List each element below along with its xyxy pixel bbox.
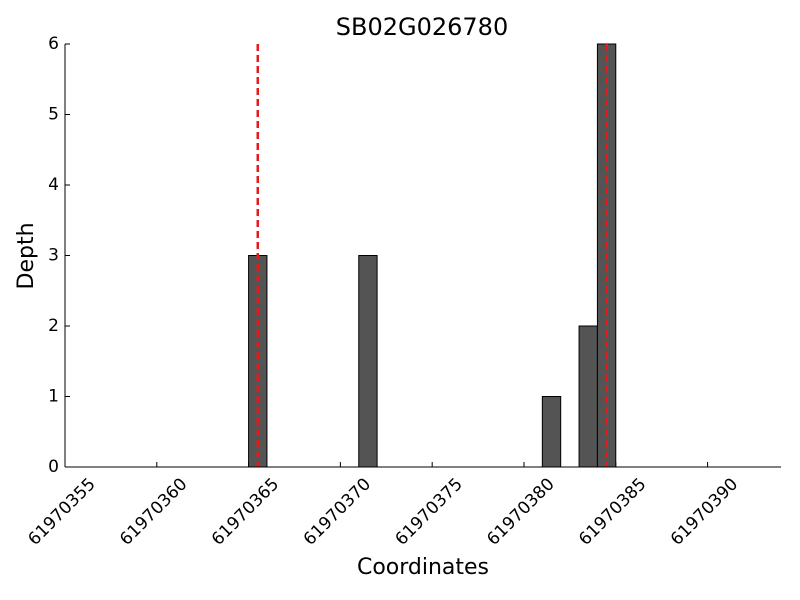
x-tick-label: 61970390 [667,474,742,549]
bar [358,255,378,468]
y-tick-label: 1 [48,387,59,407]
x-tick-label: 61970385 [575,474,650,549]
y-tick-label: 4 [48,175,59,195]
chart-title: SB02G026780 [336,13,508,41]
y-axis-label: Depth [14,222,39,289]
x-tick-label: 61970360 [116,474,191,549]
y-tick-label: 5 [48,105,59,125]
y-tick-label: 3 [48,246,59,266]
x-tick-label: 61970365 [208,474,283,549]
x-tick-label: 61970380 [483,474,558,549]
x-axis-label: Coordinates [357,555,489,580]
bar [578,325,598,468]
y-tick-label: 0 [48,457,59,477]
y-tick-label: 2 [48,316,59,336]
bar [541,396,562,468]
y-tick-label: 6 [48,34,59,54]
x-tick-label: 61970375 [392,474,467,549]
x-tick-label: 61970370 [300,474,375,549]
x-tick-label: 61970355 [24,474,99,549]
